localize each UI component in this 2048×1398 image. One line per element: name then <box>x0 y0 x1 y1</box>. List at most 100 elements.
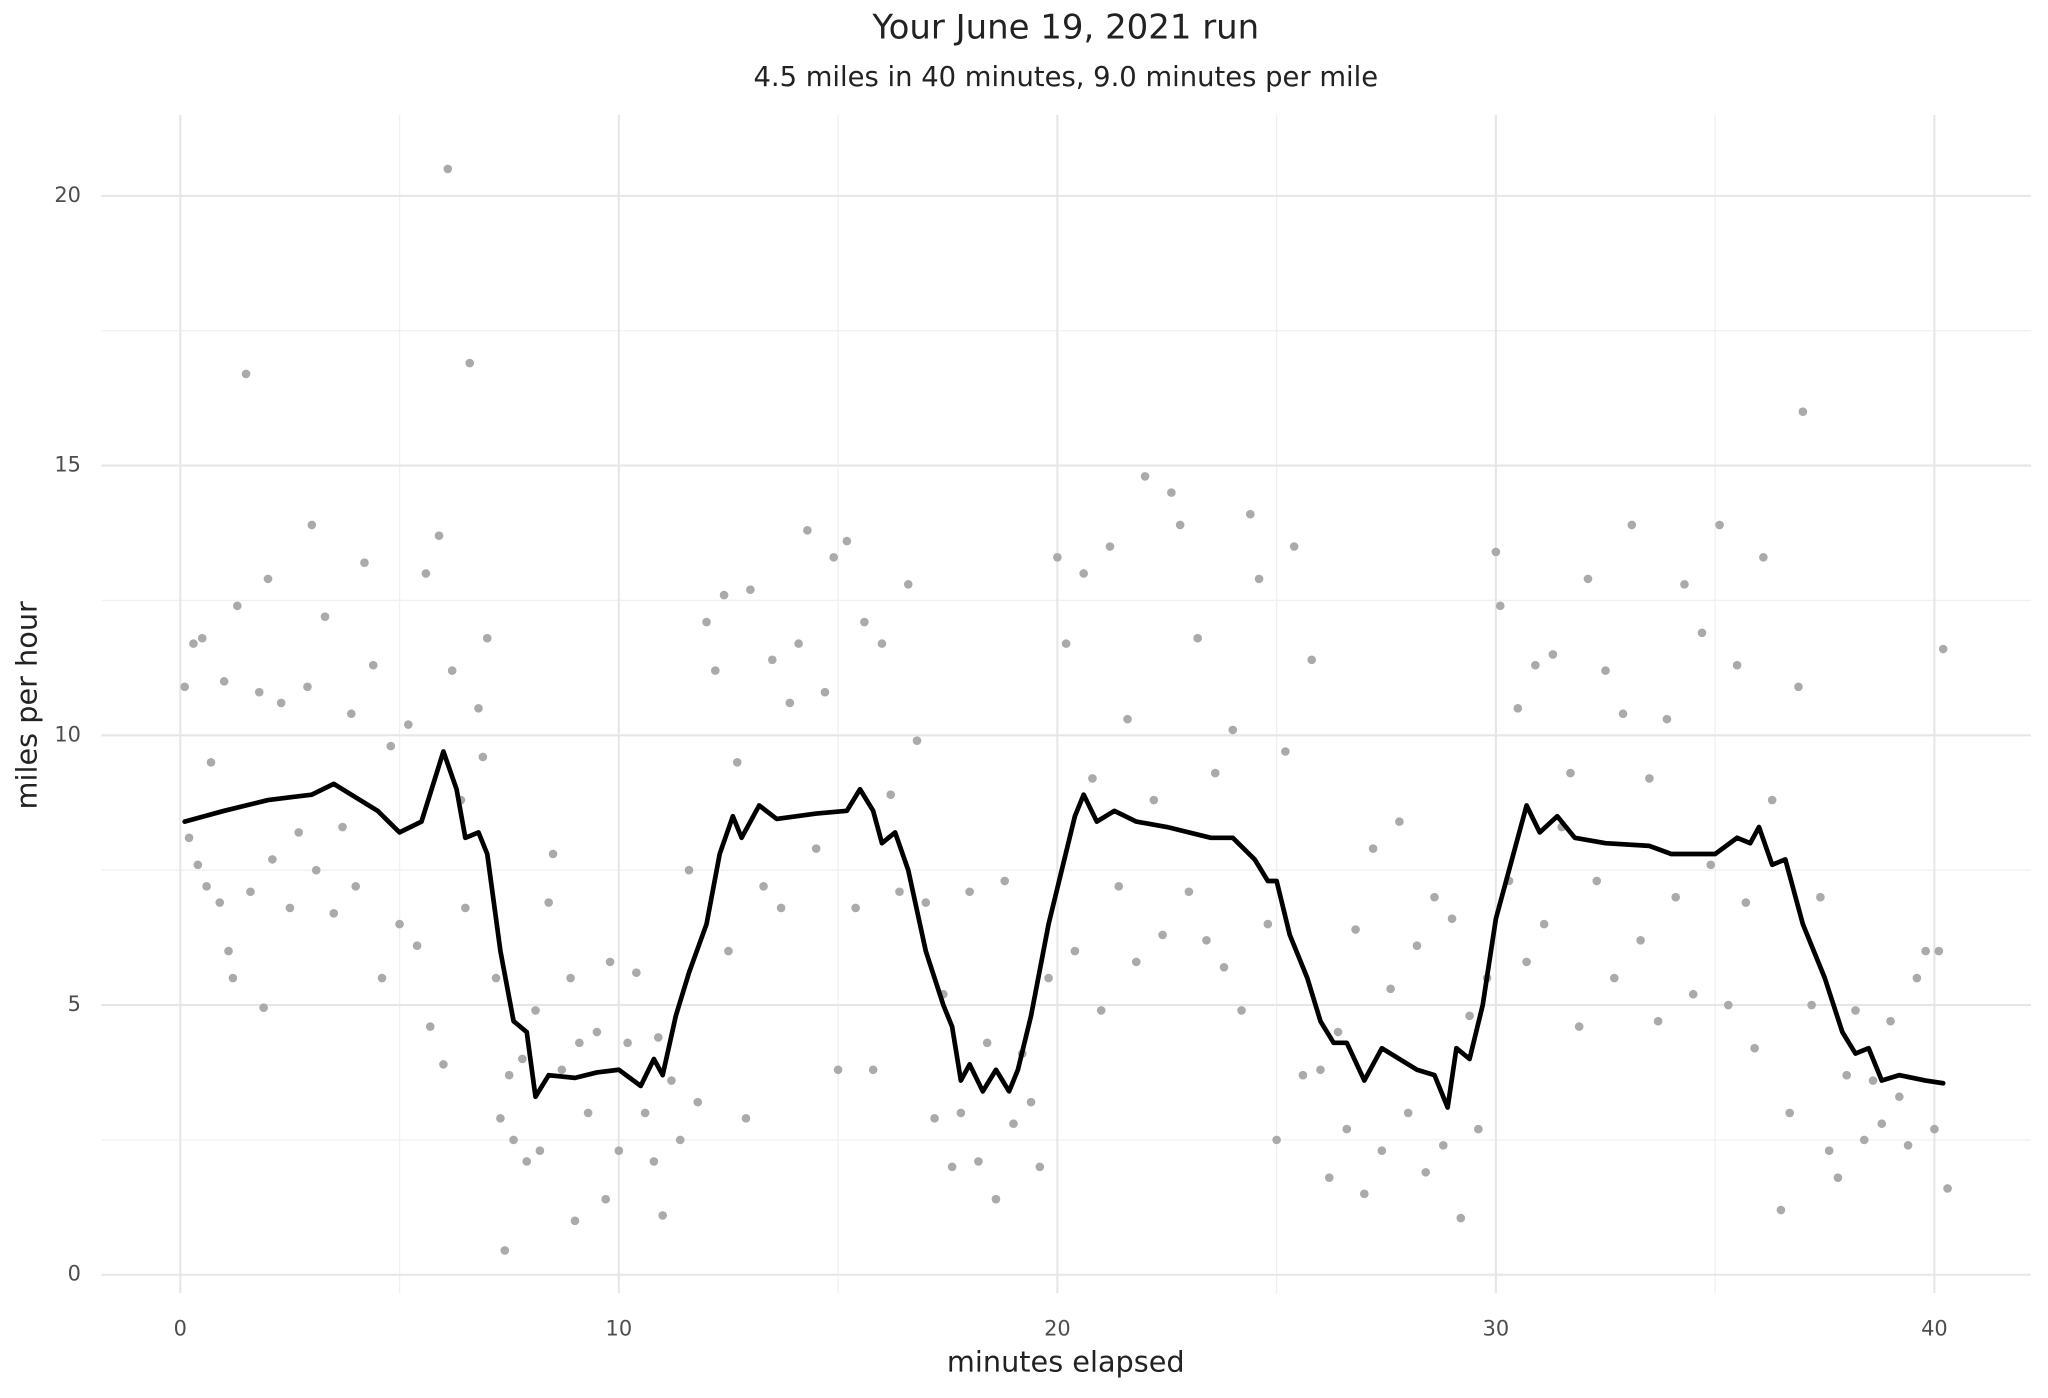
point <box>1723 1000 1733 1010</box>
point <box>1088 774 1097 783</box>
point <box>570 1216 580 1226</box>
point <box>1715 520 1724 530</box>
point <box>982 1038 992 1048</box>
x-tick-label: 30 <box>1483 1317 1510 1341</box>
smooth-line <box>182 749 1946 1110</box>
point <box>583 1108 593 1118</box>
point <box>1653 1016 1663 1026</box>
point <box>1263 919 1273 929</box>
point <box>1877 1119 1887 1129</box>
point <box>184 833 194 843</box>
point <box>1307 655 1317 665</box>
point <box>605 957 615 967</box>
point <box>1842 1070 1852 1080</box>
point <box>228 973 238 983</box>
point <box>732 757 742 767</box>
point <box>860 617 869 627</box>
point <box>1741 898 1751 907</box>
point <box>425 1022 435 1031</box>
point <box>307 520 317 530</box>
point <box>1167 488 1176 497</box>
point <box>623 1038 632 1048</box>
point <box>1430 892 1439 902</box>
point <box>601 1194 610 1204</box>
point <box>1627 520 1637 530</box>
point <box>1798 407 1808 416</box>
point <box>829 552 839 562</box>
point <box>1465 1011 1474 1021</box>
point <box>1513 704 1523 713</box>
point <box>1688 989 1698 999</box>
point <box>395 919 404 929</box>
point <box>1298 1070 1308 1080</box>
point <box>377 973 387 983</box>
point <box>868 1065 878 1075</box>
point <box>640 1108 650 1118</box>
point <box>886 790 896 799</box>
point <box>1583 574 1593 584</box>
point <box>1776 1205 1786 1215</box>
point <box>930 1114 939 1123</box>
point <box>215 898 225 907</box>
point <box>1053 552 1062 562</box>
point <box>1009 1119 1018 1129</box>
point <box>667 1076 676 1085</box>
point <box>903 579 913 589</box>
point <box>1680 579 1689 589</box>
point <box>1360 1189 1369 1199</box>
point <box>1859 1135 1869 1145</box>
point <box>294 828 304 837</box>
point <box>851 903 860 913</box>
point <box>1636 935 1645 945</box>
point <box>1342 1124 1352 1134</box>
x-tick-label: 20 <box>1044 1317 1071 1341</box>
point <box>1456 1213 1466 1223</box>
point <box>1202 935 1211 945</box>
point <box>1566 768 1575 778</box>
point <box>1785 1108 1795 1118</box>
point <box>1816 892 1825 902</box>
point <box>1750 1043 1759 1053</box>
point <box>974 1157 983 1166</box>
point <box>1333 1027 1343 1037</box>
point <box>833 1065 843 1075</box>
point <box>421 569 431 578</box>
point <box>535 1146 545 1155</box>
point <box>1158 930 1167 940</box>
point <box>347 709 356 719</box>
point <box>1759 552 1768 562</box>
point <box>1377 1146 1387 1155</box>
point <box>518 1054 527 1064</box>
point <box>1228 725 1238 735</box>
point <box>1934 946 1944 956</box>
point <box>500 1246 510 1255</box>
point <box>1886 1016 1895 1026</box>
point <box>1105 542 1115 551</box>
point <box>1149 795 1159 805</box>
point <box>548 849 558 859</box>
point <box>1289 542 1299 551</box>
point <box>1079 569 1088 578</box>
chart-title: Your June 19, 2021 run <box>871 7 1259 47</box>
point <box>351 882 361 891</box>
point <box>268 855 277 864</box>
point <box>1070 946 1080 956</box>
x-tick-label: 40 <box>1921 1317 1948 1341</box>
point <box>1609 973 1619 983</box>
point <box>241 369 251 379</box>
point <box>710 666 720 675</box>
point <box>1903 1140 1913 1150</box>
point <box>1351 925 1360 934</box>
point <box>496 1114 505 1123</box>
point <box>1386 984 1395 994</box>
x-tick-label: 10 <box>606 1317 633 1341</box>
point <box>1943 1184 1952 1193</box>
point <box>1026 1097 1036 1107</box>
point <box>443 164 453 174</box>
point <box>320 612 330 621</box>
point <box>1495 601 1505 611</box>
point <box>465 358 475 368</box>
point <box>311 865 321 875</box>
point <box>254 687 264 697</box>
